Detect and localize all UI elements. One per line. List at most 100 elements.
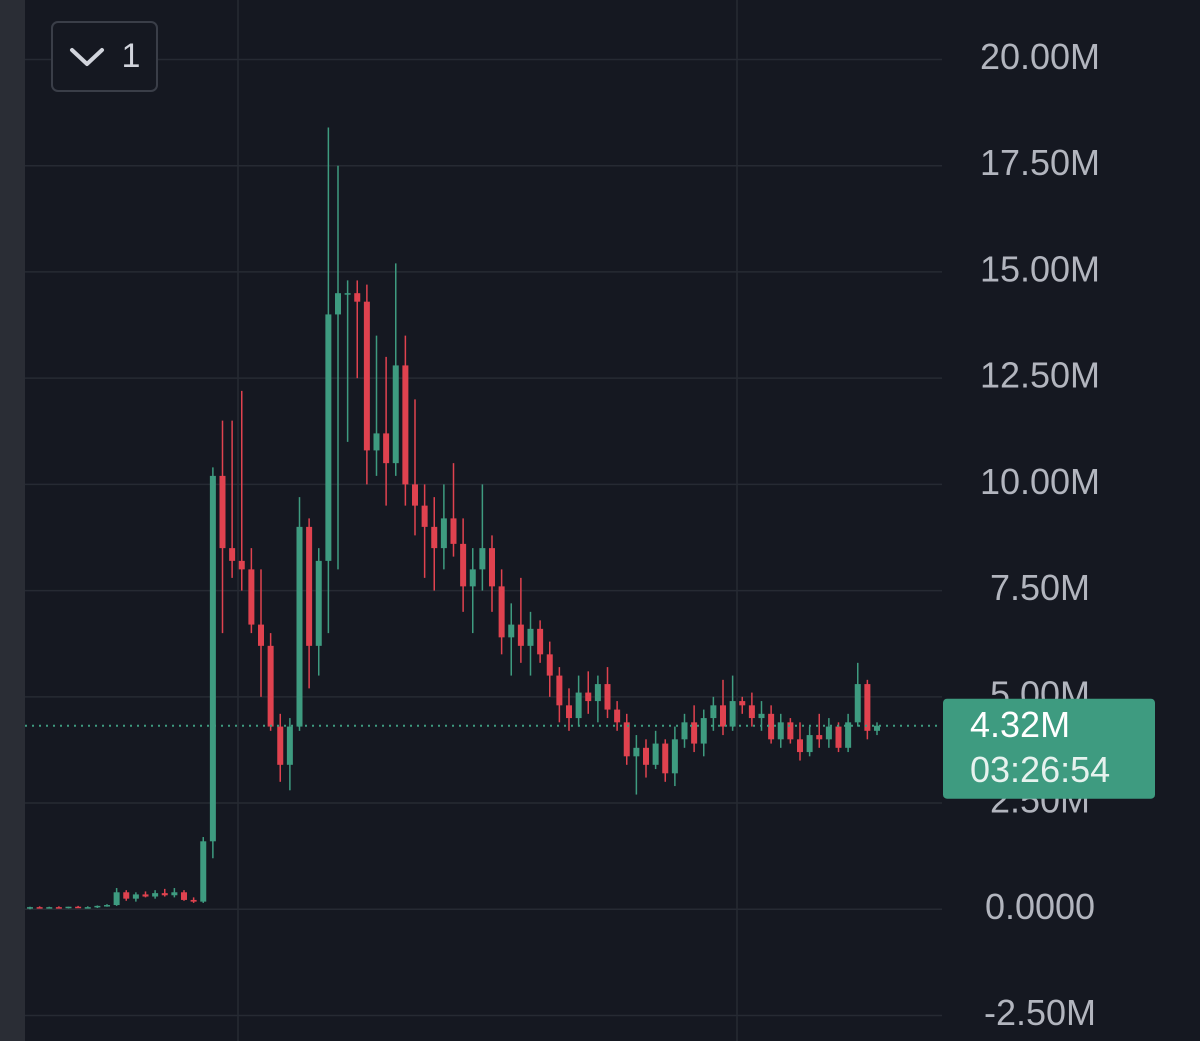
candle-body — [325, 314, 332, 561]
price-box — [943, 698, 1155, 799]
chevron-icon — [70, 48, 104, 66]
candle-body — [75, 906, 82, 909]
candle-body — [392, 365, 399, 464]
candle-body — [643, 747, 649, 765]
candle-body — [652, 743, 659, 765]
candle-body — [825, 726, 832, 740]
candle-body — [344, 293, 351, 295]
candle-body — [431, 526, 438, 549]
candle-body — [854, 684, 861, 723]
candle-body — [65, 906, 72, 909]
candle-body — [739, 701, 746, 706]
candle-body — [450, 518, 457, 544]
candle-body — [460, 543, 467, 587]
candle-body — [258, 624, 264, 646]
candle-body — [296, 526, 303, 727]
current-price-label: 4.32M — [970, 704, 1070, 745]
candle-body — [768, 713, 775, 740]
candle-body — [46, 907, 53, 909]
candle-body — [94, 905, 101, 908]
candle-body — [546, 654, 553, 676]
candle-body — [710, 705, 717, 719]
candle-body — [594, 684, 601, 702]
candle-body — [864, 684, 871, 731]
y-tick-label: 15.00M — [980, 248, 1100, 289]
y-tick-label: 7.50M — [990, 567, 1090, 608]
candle-body — [729, 701, 736, 727]
candles — [27, 127, 880, 910]
candle-body — [691, 722, 698, 744]
interval-selector[interactable]: 1 — [51, 21, 158, 92]
candle-body — [489, 548, 495, 587]
y-tick-label: 17.50M — [980, 142, 1100, 183]
candle-body — [36, 907, 43, 909]
candle-body — [306, 526, 313, 646]
candle-body — [123, 892, 130, 899]
candle-body — [161, 893, 168, 896]
candle-body — [787, 722, 794, 740]
candle-body — [614, 709, 621, 723]
y-tick-label: 10.00M — [980, 461, 1100, 502]
y-tick-label: 20.00M — [980, 36, 1100, 77]
candle-body — [354, 293, 361, 302]
candle-body — [835, 726, 842, 748]
candle-body — [797, 739, 803, 753]
candle-body — [84, 907, 91, 909]
candle-body — [845, 722, 852, 748]
candle-body — [363, 301, 370, 451]
y-tick-label: 0.0000 — [985, 886, 1095, 927]
candle-body — [402, 365, 409, 485]
candle-body — [286, 726, 293, 765]
candle-body — [248, 569, 255, 625]
candle-body — [142, 894, 149, 897]
candle-body — [816, 735, 823, 740]
candle-body — [219, 475, 226, 549]
candle-body — [517, 624, 524, 646]
interval-label: 1 — [122, 37, 141, 75]
candle-body — [633, 747, 640, 757]
candle-body — [152, 893, 159, 897]
candle-body — [113, 892, 120, 906]
left-strip — [0, 0, 25, 1041]
candle-body — [104, 905, 110, 907]
candle-body — [556, 675, 563, 706]
candle-body — [383, 433, 390, 464]
candle-body — [720, 705, 726, 727]
selector-box[interactable] — [51, 21, 158, 92]
candle-body — [623, 722, 630, 757]
candle-body — [681, 722, 688, 740]
grid — [25, 0, 942, 1041]
candle-body — [412, 484, 418, 506]
candle-body — [238, 560, 245, 570]
candle-body — [777, 722, 784, 740]
candle-body — [209, 475, 216, 842]
candle-body — [874, 725, 880, 731]
candle-body — [498, 586, 505, 638]
candle-body — [132, 894, 139, 899]
candle-body — [479, 548, 486, 570]
candle-body — [575, 692, 582, 719]
candle-body — [566, 705, 572, 719]
candle-body — [806, 735, 813, 753]
candle-body — [527, 628, 534, 646]
candle-body — [315, 560, 322, 646]
candle-body — [171, 892, 178, 896]
candle-body — [440, 518, 447, 549]
candle-body — [748, 705, 755, 719]
candle-body — [700, 718, 707, 744]
candle-body — [469, 569, 476, 587]
candle-body — [508, 624, 515, 638]
candle-body — [200, 841, 207, 902]
candle-body — [537, 628, 544, 655]
candle-body — [585, 692, 592, 702]
candle-body — [267, 645, 274, 727]
candle-body — [758, 713, 765, 719]
countdown-label: 03:26:54 — [970, 749, 1110, 790]
candle-body — [335, 293, 341, 315]
candle-body — [27, 907, 33, 909]
candle-body — [55, 907, 62, 909]
candle-body — [421, 505, 428, 527]
candle-body — [190, 899, 197, 902]
